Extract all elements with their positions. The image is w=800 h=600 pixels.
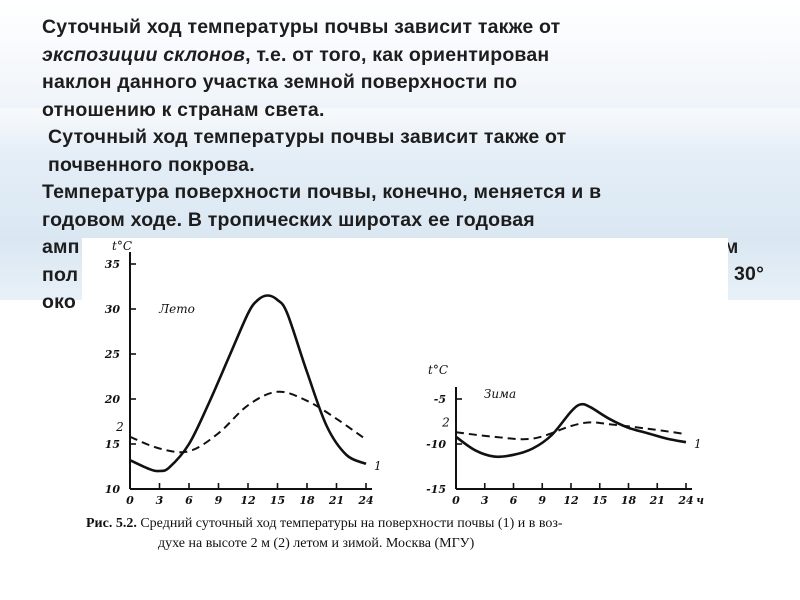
- chart1-x-tick-label: 18: [299, 494, 315, 507]
- para1-line3: наклон данного участка земной поверхност…: [42, 71, 518, 93]
- para3-line5-left: око: [42, 291, 76, 313]
- chart1-series-1-label: 1: [374, 459, 382, 473]
- chart2-x-tick-label: 24: [677, 494, 693, 507]
- para3-line2: годовом ходе. В тропических широтах ее г…: [42, 208, 535, 231]
- chart1-y-tick-label: 10: [105, 483, 121, 496]
- paragraph-exposure: Суточный ход температуры почвы зависит т…: [42, 14, 782, 124]
- para3-line3-left: амп: [42, 236, 80, 258]
- figure-caption: Рис. 5.2. Средний суточный ход температу…: [86, 514, 728, 554]
- chart1-x-tick-label: 0: [126, 494, 134, 507]
- chart2-y-tick-label: -10: [426, 438, 446, 451]
- chart2-series-1-label: 1: [694, 437, 702, 451]
- chart2-x-tick-label: 3: [481, 494, 489, 507]
- chart2-series-2-line: [455, 421, 687, 441]
- para3-line4-right: 30°: [734, 263, 765, 285]
- chart1-x-tick-label: 21: [328, 494, 344, 507]
- chart1-x-tick-label: 12: [240, 494, 256, 507]
- chart1-y-axis-label: t°C: [112, 239, 132, 253]
- chart2-series-2-label: 2: [441, 415, 450, 429]
- chart2-x-tick-label: 0: [452, 494, 460, 507]
- caption-label: Рис. 5.2.: [86, 516, 137, 531]
- para3-line4-left: пол: [42, 263, 79, 286]
- chart2-y-axis-label: t°C: [428, 363, 448, 377]
- chart1-y-tick-label: 15: [105, 438, 120, 451]
- chart2-x-tick-label: 18: [621, 494, 637, 507]
- para1-emphasis: экспозиции склонов: [42, 43, 246, 66]
- chart1-series-1-line: [129, 294, 367, 473]
- chart1-x-tick-label: 9: [215, 494, 223, 507]
- para3-line1: Температура поверхности почвы, конечно, …: [42, 181, 602, 203]
- para1-line4: отношению к странам света.: [42, 98, 325, 121]
- chart1-y-tick-label: 25: [104, 348, 120, 361]
- chart1-x-tick-label: 6: [185, 494, 193, 507]
- paragraph-cover: Суточный ход температуры почвы зависит т…: [48, 124, 782, 179]
- chart2-x-tick-label: 9: [538, 494, 546, 507]
- chart1-y-tick-label: 30: [105, 303, 121, 316]
- para2-line1: Суточный ход температуры почвы зависит т…: [48, 126, 567, 148]
- chart1-x-tick-label: 3: [156, 494, 164, 507]
- chart2-x-tick-label: 6: [510, 494, 518, 507]
- chart1-x-tick-label: 24: [357, 494, 373, 507]
- caption-line1: Средний суточный ход температуры на пове…: [140, 516, 563, 531]
- chart1-y-tick-label: 35: [105, 258, 120, 271]
- chart2-x-axis-label: ч: [696, 494, 704, 507]
- chart2-y-tick-label: -5: [434, 393, 446, 406]
- chart1-x-tick-label: 15: [270, 494, 285, 507]
- para2-line2: почвенного покрова.: [48, 153, 255, 176]
- chart1-series-2-label: 2: [115, 420, 124, 434]
- chart2-x-tick-label: 15: [592, 494, 607, 507]
- chart2-x-tick-label: 21: [649, 494, 665, 507]
- chart1-title: Лето: [158, 302, 195, 316]
- figure-panel: 35 30 25 20 15 10 0 3 6 9 12 15 18 21 24 t°C Лето 1 2 -5 -10…: [82, 238, 728, 564]
- chart1-y-tick-label: 20: [104, 393, 121, 406]
- para1-line1: Суточный ход температуры почвы зависит т…: [42, 16, 561, 38]
- chart2-y-tick-label: -15: [426, 483, 446, 496]
- para1-line2: , т.е. от того, как ориентирован: [245, 43, 550, 66]
- chart2-series-1-line: [455, 402, 687, 459]
- chart2-title: Зима: [484, 387, 516, 401]
- chart1-series-2-line: [129, 390, 367, 454]
- caption-line2: духе на высоте 2 м (2) летом и зимой. Мо…: [158, 536, 475, 551]
- chart2-x-tick-label: 12: [563, 494, 579, 507]
